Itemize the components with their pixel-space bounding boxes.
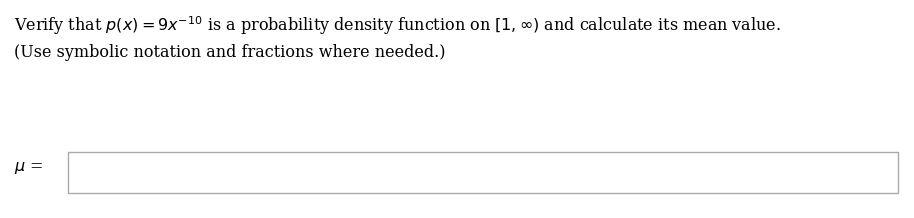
Text: Verify that $p(x) = 9x^{-10}$ is a probability density function on $[1, \infty)$: Verify that $p(x) = 9x^{-10}$ is a proba… (14, 14, 781, 37)
Text: (Use symbolic notation and fractions where needed.): (Use symbolic notation and fractions whe… (14, 44, 445, 61)
FancyBboxPatch shape (68, 152, 898, 193)
Text: $\mu$ =: $\mu$ = (14, 160, 43, 177)
